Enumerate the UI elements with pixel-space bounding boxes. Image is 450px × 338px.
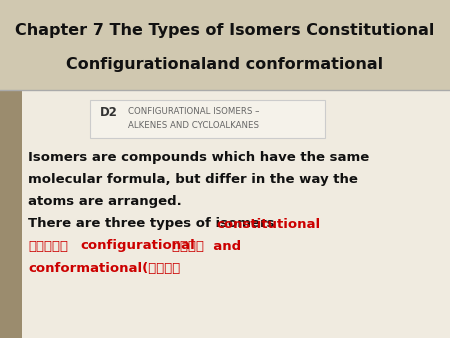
Text: conformational(構象）。: conformational(構象）。	[28, 262, 180, 274]
Bar	[0, 0, 450, 90]
Text: There are three types of isomers: There are three types of isomers	[28, 217, 279, 231]
Text: D2: D2	[100, 105, 118, 119]
Text: ᴀʟкеɴеѕ ᴀɴԀ сʏсʟᴏᴀʟкᴀɴеѕ: ᴀʟкеɴеѕ ᴀɴԀ сʏсʟᴏᴀʟкᴀɴеѕ	[0, 337, 1, 338]
Text: （構造），: （構造），	[28, 240, 68, 252]
Bar	[0, 90, 22, 338]
Text: configurational: configurational	[80, 240, 195, 252]
Text: atoms are arranged.: atoms are arranged.	[28, 195, 182, 209]
Bar	[90, 100, 325, 138]
Text: Isomers are compounds which have the same: Isomers are compounds which have the sam…	[28, 151, 369, 165]
Text: CONFIGURATIONAL ISOMERS –: CONFIGURATIONAL ISOMERS –	[128, 106, 260, 116]
Bar	[0, 90, 450, 338]
Text: ALKENES AND CYCLOALKANES: ALKENES AND CYCLOALKANES	[128, 121, 259, 130]
Text: （構型）  and: （構型） and	[172, 240, 241, 252]
Text: Configurationaland conformational: Configurationaland conformational	[67, 57, 383, 72]
Text: molecular formula, but differ in the way the: molecular formula, but differ in the way…	[28, 173, 358, 187]
Text: Cᴏɴғɪɢᴜʀᴀᴛɪᴏɴᴀʟ ɪѕᴏмеʀѕ –: Cᴏɴғɪɢᴜʀᴀᴛɪᴏɴᴀʟ ɪѕᴏмеʀѕ –	[0, 337, 1, 338]
Text: constitutional: constitutional	[217, 217, 321, 231]
Text: Chapter 7 The Types of Isomers Constitutional: Chapter 7 The Types of Isomers Constitut…	[15, 23, 435, 38]
